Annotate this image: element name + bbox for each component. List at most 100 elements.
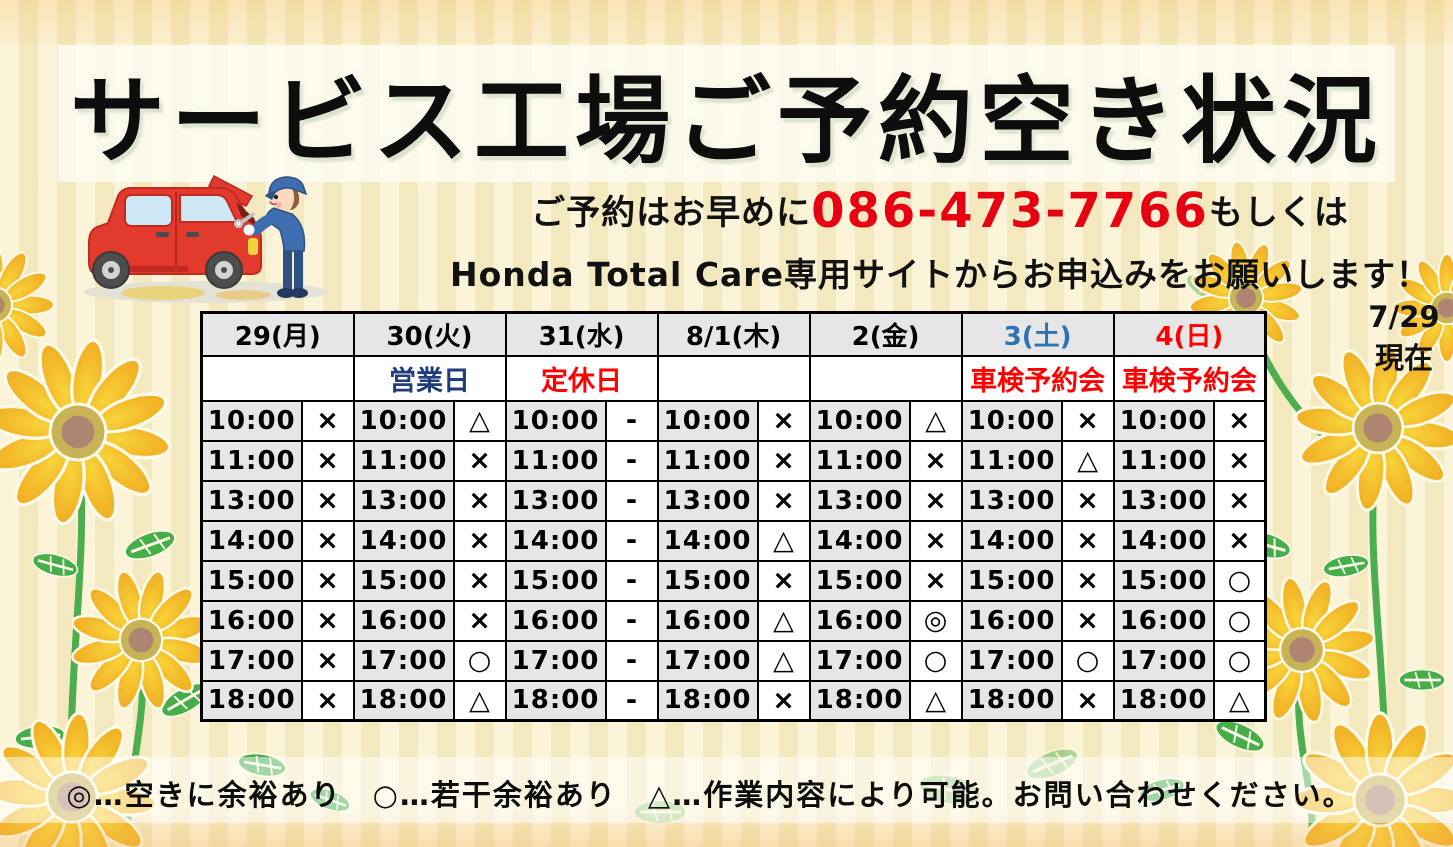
as-of-line2: 現在 <box>1374 341 1433 375</box>
slot-cell: △ <box>452 399 507 442</box>
time-cell: 18:00 <box>1112 679 1215 722</box>
time-cell: 14:00 <box>200 519 303 562</box>
status-cell: 定休日 <box>504 354 659 402</box>
time-cell: 18:00 <box>504 679 607 722</box>
slot-cell: × <box>452 479 507 522</box>
time-cell: 17:00 <box>352 639 455 682</box>
slot-cell: × <box>908 519 963 562</box>
day-header-cell: 4(日) <box>1112 311 1267 357</box>
status-cell <box>808 354 963 402</box>
contact-info: ご予約はお早めに086-473-7766もしくは Honda Total Car… <box>440 183 1440 296</box>
time-cell: 17:00 <box>656 639 759 682</box>
slot-cell: × <box>756 439 811 482</box>
time-cell: 11:00 <box>808 439 911 482</box>
slot-cell: - <box>604 439 659 482</box>
mechanic-figure <box>234 176 308 298</box>
slot-cell: × <box>452 439 507 482</box>
slot-cell: × <box>756 559 811 602</box>
time-cell: 14:00 <box>656 519 759 562</box>
time-cell: 15:00 <box>504 559 607 602</box>
time-cell: 18:00 <box>960 679 1063 722</box>
slot-cell: × <box>1060 559 1115 602</box>
time-cell: 13:00 <box>352 479 455 522</box>
day-header-cell: 29(月) <box>200 311 355 357</box>
table-header-row: 29(月) 30(火) 31(水) 8/1(木) 2(金) 3(土) 4(日) <box>200 311 1267 357</box>
time-cell: 11:00 <box>352 439 455 482</box>
time-cell: 14:00 <box>1112 519 1215 562</box>
slot-cell: × <box>300 399 355 442</box>
status-cell <box>200 354 355 402</box>
availability-table: 29(月) 30(火) 31(水) 8/1(木) 2(金) 3(土) 4(日) … <box>200 311 1268 722</box>
slot-cell: △ <box>756 639 811 682</box>
time-cell: 16:00 <box>1112 599 1215 642</box>
time-cell: 11:00 <box>504 439 607 482</box>
slot-cell: ○ <box>1212 639 1267 682</box>
as-of-date: 7/29 現在 <box>1358 297 1450 379</box>
contact-prefix: ご予約はお早めに <box>531 193 812 233</box>
slot-cell: × <box>452 519 507 562</box>
slot-cell: × <box>300 479 355 522</box>
time-cell: 18:00 <box>656 679 759 722</box>
slot-cell: ○ <box>1060 639 1115 682</box>
status-cell: 営業日 <box>352 354 507 402</box>
time-cell: 13:00 <box>200 479 303 522</box>
slot-cell: △ <box>1212 679 1267 722</box>
as-of-line1: 7/29 <box>1368 300 1440 334</box>
time-cell: 10:00 <box>504 399 607 442</box>
time-cell: 16:00 <box>504 599 607 642</box>
time-cell: 18:00 <box>808 679 911 722</box>
time-cell: 16:00 <box>200 599 303 642</box>
slot-cell: × <box>1212 399 1267 442</box>
time-cell: 13:00 <box>960 479 1063 522</box>
slot-cell: × <box>300 679 355 722</box>
slot-cell: ○ <box>1212 559 1267 602</box>
slot-cell: × <box>1212 479 1267 522</box>
slot-cell: ◎ <box>908 599 963 642</box>
slot-cell: - <box>604 639 659 682</box>
slot-cell: - <box>604 559 659 602</box>
slot-cell: ○ <box>908 639 963 682</box>
title-banner: サービス工場ご予約空き状況 <box>58 45 1395 182</box>
time-cell: 16:00 <box>808 599 911 642</box>
time-cell: 18:00 <box>200 679 303 722</box>
time-cell: 10:00 <box>1112 399 1215 442</box>
time-cell: 11:00 <box>200 439 303 482</box>
legend-band <box>0 757 1453 823</box>
time-cell: 13:00 <box>1112 479 1215 522</box>
table-row: 18:00 × 18:00 △ 18:00- 18:00 × 18:00 △ 18:00… <box>200 679 1267 722</box>
status-cell: 車検予約会 <box>1112 354 1267 402</box>
time-cell: 13:00 <box>504 479 607 522</box>
slot-cell: × <box>300 599 355 642</box>
slot-cell: △ <box>756 599 811 642</box>
status-cell: 車検予約会 <box>960 354 1115 402</box>
slot-cell: - <box>604 519 659 562</box>
time-cell: 13:00 <box>656 479 759 522</box>
time-cell: 14:00 <box>960 519 1063 562</box>
time-cell: 17:00 <box>808 639 911 682</box>
time-cell: 17:00 <box>200 639 303 682</box>
slot-cell: × <box>452 559 507 602</box>
time-cell: 18:00 <box>352 679 455 722</box>
slot-cell: × <box>300 639 355 682</box>
slot-cell: × <box>1212 519 1267 562</box>
table-row: 17:00 × 17:00 ○ 17:00- 17:00 △ 17:00 ○ 17:00… <box>200 639 1267 682</box>
slot-cell: × <box>1212 439 1267 482</box>
slot-cell: × <box>1060 679 1115 722</box>
time-cell: 14:00 <box>808 519 911 562</box>
day-header-cell: 3(土) <box>960 311 1115 357</box>
day-header-cell: 31(水) <box>504 311 659 357</box>
time-cell: 16:00 <box>656 599 759 642</box>
status-cell <box>656 354 811 402</box>
slot-cell: × <box>756 399 811 442</box>
time-cell: 15:00 <box>1112 559 1215 602</box>
time-cell: 16:00 <box>352 599 455 642</box>
time-cell: 15:00 <box>352 559 455 602</box>
slot-cell: × <box>300 519 355 562</box>
legend: ◎…空きに余裕あり ○…若干余裕あり △…作業内容により可能。お問い合わせくださ… <box>66 778 1354 812</box>
slot-cell: - <box>604 479 659 522</box>
time-cell: 10:00 <box>808 399 911 442</box>
contact-line2: Honda Total Care専用サイトからお申込みをお願いします！ <box>450 255 1430 294</box>
phone-number: 086-473-7766 <box>811 183 1209 239</box>
table-row: 14:00 × 14:00 × 14:00- 14:00 △ 14:00 × 14:00… <box>200 519 1267 562</box>
car-mechanic-illustration <box>84 174 328 303</box>
